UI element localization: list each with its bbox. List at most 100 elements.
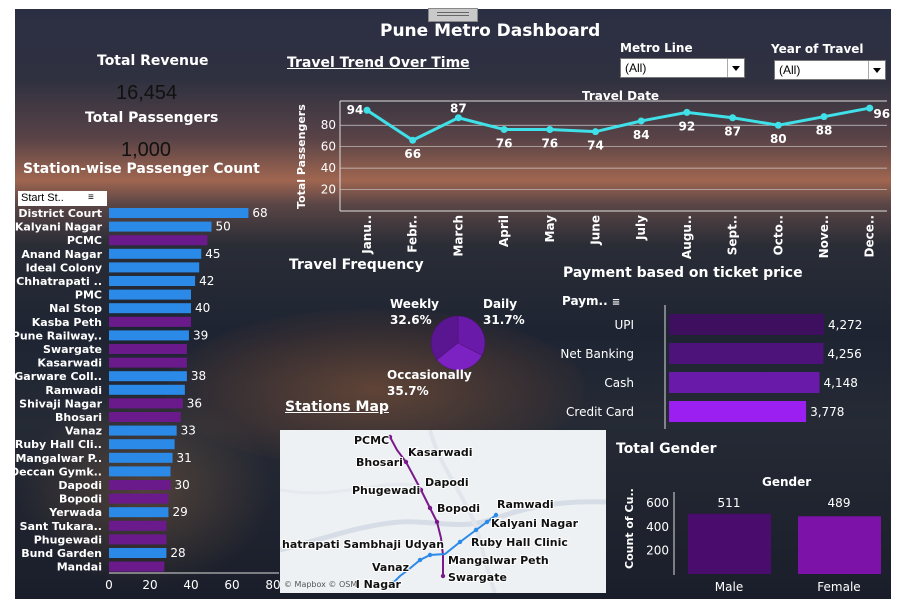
frequency-chart-title: Travel Frequency: [289, 257, 424, 273]
map-station-label: Bhosari: [356, 456, 403, 469]
station-category-label: Anand Nagar: [21, 248, 102, 261]
trend-data-label: 96: [873, 107, 890, 121]
trend-point: [546, 126, 554, 134]
trend-data-label: 87: [724, 125, 741, 139]
trend-point: [866, 104, 874, 112]
trend-x-tick: Octo..: [771, 215, 785, 255]
station-category-label: Swargate: [43, 343, 102, 356]
year-dropdown[interactable]: (All): [774, 60, 886, 80]
trend-x-tick: Janu..: [360, 215, 374, 255]
station-value-label: 28: [170, 546, 185, 560]
gender-y-tick: 200: [646, 543, 669, 557]
station-bar: [109, 316, 191, 327]
map-station-label: l Nagar: [356, 578, 402, 591]
trend-series-line: [366, 106, 870, 142]
stations-map-canvas: PCMC Kasarwadi Bhosari Dapodi Phugewadi Bopod…: [280, 430, 606, 593]
map-station-marker: [493, 512, 499, 518]
station-bar: [109, 344, 187, 354]
gender-category-label: Female: [817, 580, 860, 594]
station-bar: [109, 330, 189, 341]
station-bar: [109, 303, 191, 314]
payment-bar: [669, 314, 824, 335]
station-bar: [109, 548, 167, 558]
station-bar: [109, 221, 212, 232]
dashboard-title: Pune Metro Dashboard: [380, 21, 601, 41]
station-bar: [109, 466, 171, 477]
map-station-marker: [427, 552, 433, 558]
station-category-label: Nal Stop: [49, 302, 102, 315]
station-bar: [109, 507, 169, 518]
payment-bar: [669, 401, 807, 422]
trend-point: [500, 126, 508, 134]
travel-trend-line-chart: Total Passengers 20 40 60 80 94 Janu.. 66 Febr..…: [295, 100, 890, 259]
payment-category-label: UPI: [614, 318, 634, 332]
station-x-tick: 20: [142, 578, 157, 592]
station-value-label: 68: [252, 206, 267, 220]
station-category-label: Ruby Hall Cli..: [15, 438, 102, 451]
map-station-label: Vanaz: [372, 561, 409, 574]
map-station-label: Ramwadi: [497, 498, 554, 511]
chevron-down-icon[interactable]: [727, 59, 744, 77]
pie-slice-percent: 31.7%: [483, 313, 525, 327]
pie-slice-percent: 35.7%: [387, 384, 429, 398]
station-category-label: PMC: [75, 289, 102, 302]
map-road: [280, 499, 606, 553]
trend-chart-title: Travel Trend Over Time: [287, 55, 470, 71]
station-category-label: Yerwada: [48, 506, 102, 519]
map-station-label: Ruby Hall Clinic: [471, 536, 568, 549]
station-sort-header[interactable]: Start St.. ≡: [18, 191, 107, 206]
map-station-label: Kalyani Nagar: [491, 517, 579, 530]
station-bar: [109, 208, 249, 218]
station-value-label: 29: [172, 505, 187, 519]
station-bar: [109, 425, 177, 436]
metro-line-dropdown[interactable]: (All): [620, 58, 745, 78]
trend-x-tick: June: [589, 215, 603, 246]
map-station-label: Mangalwar Peth: [448, 554, 549, 567]
station-category-label: Ramwadi: [45, 384, 102, 397]
station-bar: [109, 384, 185, 395]
station-bar-chart: District Court 68 Kalyani Nagar 50 PCMCAnand…: [15, 206, 281, 592]
map-station-marker: [417, 557, 423, 563]
trend-y-tick: 80: [321, 118, 336, 132]
trend-data-label: 84: [633, 128, 650, 142]
map-station-marker: [484, 519, 490, 525]
station-category-label: Bopodi: [59, 493, 102, 506]
payment-sort-header[interactable]: Paym.. ≡: [562, 294, 620, 308]
station-value-label: 33: [181, 424, 196, 438]
chevron-down-icon[interactable]: [868, 61, 885, 79]
map-station-marker: [457, 539, 463, 545]
map-purple-line: [389, 436, 444, 576]
drag-handle[interactable]: [428, 8, 478, 22]
trend-data-label: 80: [770, 132, 787, 146]
station-bar: [109, 357, 187, 368]
station-value-label: 50: [216, 220, 231, 234]
gender-category-label: Male: [715, 580, 743, 594]
station-category-label: Garware Coll..: [15, 370, 102, 383]
station-x-tick: 40: [183, 578, 198, 592]
sort-icon[interactable]: ≡: [88, 192, 94, 203]
metro-line-filter-label: Metro Line: [620, 41, 693, 55]
map-station-marker: [418, 487, 424, 493]
station-category-label: Mandai: [57, 561, 102, 574]
stations-map-title: Stations Map: [285, 399, 389, 415]
payment-bar-chart: UPI 4,272 Net Banking 4,256 Cash 4,148 Credit …: [560, 305, 862, 429]
stations-map[interactable]: PCMC Kasarwadi Bhosari Dapodi Phugewadi Bopod…: [280, 430, 606, 593]
station-category-label: Kasarwadi: [37, 357, 102, 370]
total-passengers-value: 1,000: [121, 139, 172, 161]
sort-icon[interactable]: ≡: [611, 297, 621, 308]
metro-line-dropdown-value: (All): [625, 61, 647, 75]
station-bar: [109, 561, 165, 572]
station-category-label: Mangalwar P..: [15, 452, 102, 465]
trend-x-tick: Febr..: [406, 215, 420, 253]
station-category-label: Chhatrapati ..: [16, 275, 102, 288]
station-category-label: PCMC: [67, 234, 102, 247]
trend-x-tick: Augu..: [680, 215, 694, 259]
map-station-marker: [434, 519, 440, 525]
payment-category-label: Cash: [604, 376, 634, 390]
pie-slice: [436, 342, 483, 371]
trend-x-tick: Dece..: [863, 215, 877, 257]
gender-y-axis-title: Count of Cu..: [623, 488, 636, 569]
trend-point: [683, 108, 691, 116]
payment-value-label: 4,272: [828, 318, 862, 332]
